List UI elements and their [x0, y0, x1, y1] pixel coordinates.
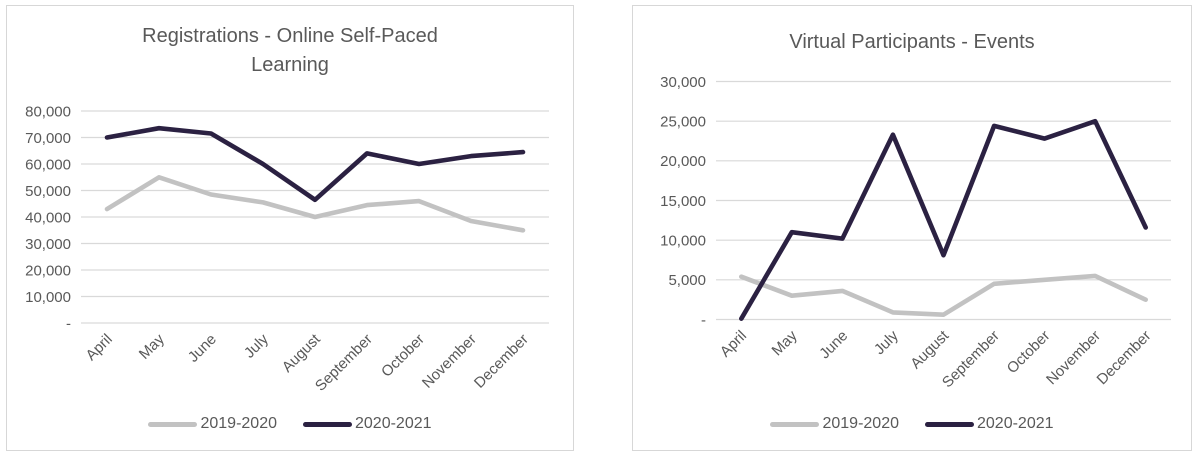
y-tick-label: -	[66, 315, 71, 332]
legend-label: 2020-2021	[977, 415, 1054, 432]
x-tick-label: November	[419, 331, 480, 392]
y-tick-label: 10,000	[660, 232, 706, 249]
y-tick-label: 15,000	[660, 193, 706, 210]
x-tick-label: July	[241, 330, 272, 361]
y-tick-label: 30,000	[25, 236, 71, 253]
y-tick-label: 20,000	[25, 262, 71, 279]
x-tick-label: October	[378, 331, 428, 381]
y-tick-label: 25,000	[660, 113, 706, 130]
legend-item: 2020-2021	[925, 415, 1054, 433]
y-tick-label: -	[701, 312, 706, 329]
line-chart-registrations: - 10,000 20,000 30,000 40,000 50,000 60,000 70,…	[25, 103, 549, 395]
x-tick-label: April	[717, 327, 750, 360]
legend-item: 2019-2020	[770, 415, 899, 433]
x-tick-label: August	[907, 327, 953, 373]
y-tick-label: 10,000	[25, 289, 71, 306]
x-tick-label: September	[312, 331, 376, 395]
x-tick-label: May	[769, 327, 801, 359]
legend-label: 2019-2020	[200, 415, 277, 432]
legend-label: 2020-2021	[355, 415, 432, 432]
y-tick-label: 20,000	[660, 153, 706, 170]
legend-item: 2020-2021	[303, 415, 432, 433]
legend: 2019-2020 2020-2021	[7, 415, 573, 433]
legend-item: 2019-2020	[148, 415, 277, 433]
chart-title: Virtual Participants - Events	[789, 31, 1035, 53]
y-tick-label: 70,000	[25, 130, 71, 147]
x-tick-label: May	[136, 330, 168, 362]
series-line-2020-2021	[739, 118, 1149, 322]
chart-panel-virtual-participants: Virtual Participants - Events - 5,000 10,0…	[632, 5, 1192, 451]
legend-swatch-icon	[770, 421, 820, 427]
legend: 2019-2020 2020-2021	[633, 415, 1191, 433]
y-tick-label: 80,000	[25, 103, 71, 120]
line-chart-virtual-participants: - 5,000 10,000 15,000 20,000 25,000 30,000 Apri…	[660, 74, 1171, 391]
x-tick-label: June	[185, 331, 220, 366]
chart-panel-registrations: Registrations - Online Self-Paced Learni…	[6, 5, 574, 451]
x-tick-label: August	[279, 330, 325, 376]
y-tick-label: 5,000	[668, 272, 706, 289]
series-line-2019-2020	[104, 175, 526, 233]
series-line-2020-2021	[104, 125, 526, 203]
y-tick-label: 50,000	[25, 183, 71, 200]
x-tick-label: October	[1004, 327, 1054, 377]
x-tick-label: June	[816, 327, 851, 362]
gridlines	[81, 110, 549, 324]
y-tick-label: 30,000	[660, 74, 706, 91]
series-line-2019-2020	[739, 273, 1149, 318]
legend-swatch-icon	[925, 421, 974, 427]
x-tick-label: April	[83, 331, 116, 364]
gridlines	[716, 80, 1171, 321]
legend-label: 2019-2020	[822, 415, 899, 432]
x-tick-label: December	[1094, 327, 1155, 388]
legend-swatch-icon	[303, 421, 352, 427]
x-tick-label: December	[471, 331, 532, 392]
y-axis-tick-labels: - 5,000 10,000 15,000 20,000 25,000 30,000	[660, 74, 706, 329]
y-tick-label: 40,000	[25, 209, 71, 226]
x-tick-label: July	[871, 327, 902, 358]
legend-swatch-icon	[148, 421, 198, 427]
y-axis-tick-labels: - 10,000 20,000 30,000 40,000 50,000 60,000 70,…	[25, 103, 71, 332]
x-tick-label: November	[1043, 327, 1104, 388]
chart-title: Registrations - Online Self-Paced Learni…	[142, 25, 438, 76]
y-tick-label: 60,000	[25, 156, 71, 173]
